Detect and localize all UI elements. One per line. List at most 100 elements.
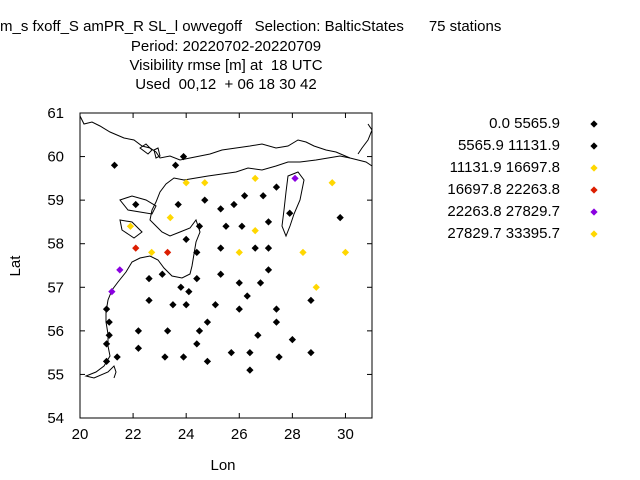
data-point xyxy=(145,274,153,283)
axis-ticks: 20 22 24 26 28 30 54 55 56 57 58 59 60 61 xyxy=(47,105,372,443)
data-point xyxy=(203,357,212,365)
data-point xyxy=(102,305,111,313)
data-point xyxy=(195,222,204,230)
data-point xyxy=(272,318,281,326)
data-point xyxy=(132,244,140,252)
data-point xyxy=(264,218,273,226)
data-point xyxy=(299,248,307,257)
data-point xyxy=(132,200,140,209)
data-point xyxy=(341,248,350,257)
plot-frame xyxy=(79,112,373,419)
data-point xyxy=(235,279,243,287)
legend-marker xyxy=(590,120,598,128)
data-point xyxy=(203,318,212,326)
data-point xyxy=(211,301,220,309)
data-point xyxy=(227,349,235,357)
data-point xyxy=(312,283,320,291)
chart-title-period: Period: 20220702-20220709 xyxy=(130,38,322,55)
data-point xyxy=(193,274,201,283)
x-tick-label: 20 xyxy=(72,426,89,443)
data-point xyxy=(288,335,296,344)
data-point xyxy=(158,270,166,278)
data-points xyxy=(102,152,350,374)
data-point xyxy=(171,161,180,169)
data-point xyxy=(148,248,156,257)
y-axis-label: Lat xyxy=(7,255,24,277)
legend-entry-label: 22263.8 27829.7 xyxy=(447,203,560,220)
x-tick-label: 24 xyxy=(178,426,195,443)
data-point xyxy=(113,353,121,361)
y-tick-label: 59 xyxy=(47,192,64,209)
x-tick-label: 28 xyxy=(284,426,301,443)
data-point xyxy=(256,279,265,287)
data-point xyxy=(110,161,119,169)
legend-markers xyxy=(590,120,598,238)
data-point xyxy=(182,235,190,243)
data-point xyxy=(230,200,238,209)
legend-marker xyxy=(590,142,598,150)
data-point xyxy=(102,357,111,365)
data-point xyxy=(275,353,283,361)
data-point xyxy=(195,327,204,335)
data-point xyxy=(174,200,182,209)
legend-marker xyxy=(590,208,598,216)
x-tick-label: 30 xyxy=(337,426,354,443)
data-point xyxy=(243,292,251,300)
legend-entry-label: 16697.8 22263.8 xyxy=(447,181,560,198)
legend-entry-label: 0.0 5565.9 xyxy=(489,115,560,132)
data-point xyxy=(240,192,249,200)
y-tick-label: 56 xyxy=(47,323,64,340)
data-point xyxy=(291,174,299,182)
data-point xyxy=(182,301,190,309)
data-point xyxy=(251,244,259,252)
data-point xyxy=(217,205,225,213)
data-point xyxy=(185,288,193,296)
data-point xyxy=(201,196,209,204)
legend-marker xyxy=(590,164,598,172)
data-point xyxy=(264,266,273,274)
data-point xyxy=(179,353,188,361)
x-tick-label: 22 xyxy=(125,426,142,443)
legend-entry-label: 11131.9 16697.8 xyxy=(449,159,560,176)
y-tick-label: 61 xyxy=(47,105,64,122)
x-axis-label: Lon xyxy=(210,457,235,474)
data-point xyxy=(102,340,111,348)
data-point xyxy=(201,179,209,187)
data-point xyxy=(163,327,172,335)
data-point xyxy=(307,349,315,357)
y-tick-label: 60 xyxy=(47,149,64,166)
data-point xyxy=(193,340,201,348)
plot-area-border xyxy=(79,112,373,419)
data-point xyxy=(217,270,225,278)
data-point xyxy=(161,353,169,361)
data-point xyxy=(177,283,185,291)
data-point xyxy=(286,209,294,217)
data-point xyxy=(105,318,113,326)
legend-marker xyxy=(590,186,598,194)
data-point xyxy=(246,349,254,357)
data-point xyxy=(134,344,143,352)
y-tick-label: 58 xyxy=(47,236,64,253)
chart-title-used: Used 00,12 + 06 18 30 42 xyxy=(135,76,317,93)
x-tick-label: 26 xyxy=(231,426,248,443)
data-point xyxy=(163,248,172,257)
data-point xyxy=(254,331,262,339)
y-tick-label: 57 xyxy=(47,279,64,296)
data-point xyxy=(235,305,243,313)
data-point xyxy=(264,244,273,252)
data-point xyxy=(145,296,153,304)
data-point xyxy=(336,213,344,222)
data-point xyxy=(246,366,254,374)
data-point xyxy=(272,305,281,313)
data-point xyxy=(108,288,116,296)
data-point xyxy=(116,266,124,274)
data-point xyxy=(238,222,246,230)
y-tick-label: 55 xyxy=(47,366,64,383)
data-point xyxy=(126,222,135,230)
data-point xyxy=(182,179,190,187)
data-point xyxy=(272,183,281,191)
data-point xyxy=(307,296,315,304)
data-point xyxy=(166,213,174,222)
data-point xyxy=(134,327,143,335)
